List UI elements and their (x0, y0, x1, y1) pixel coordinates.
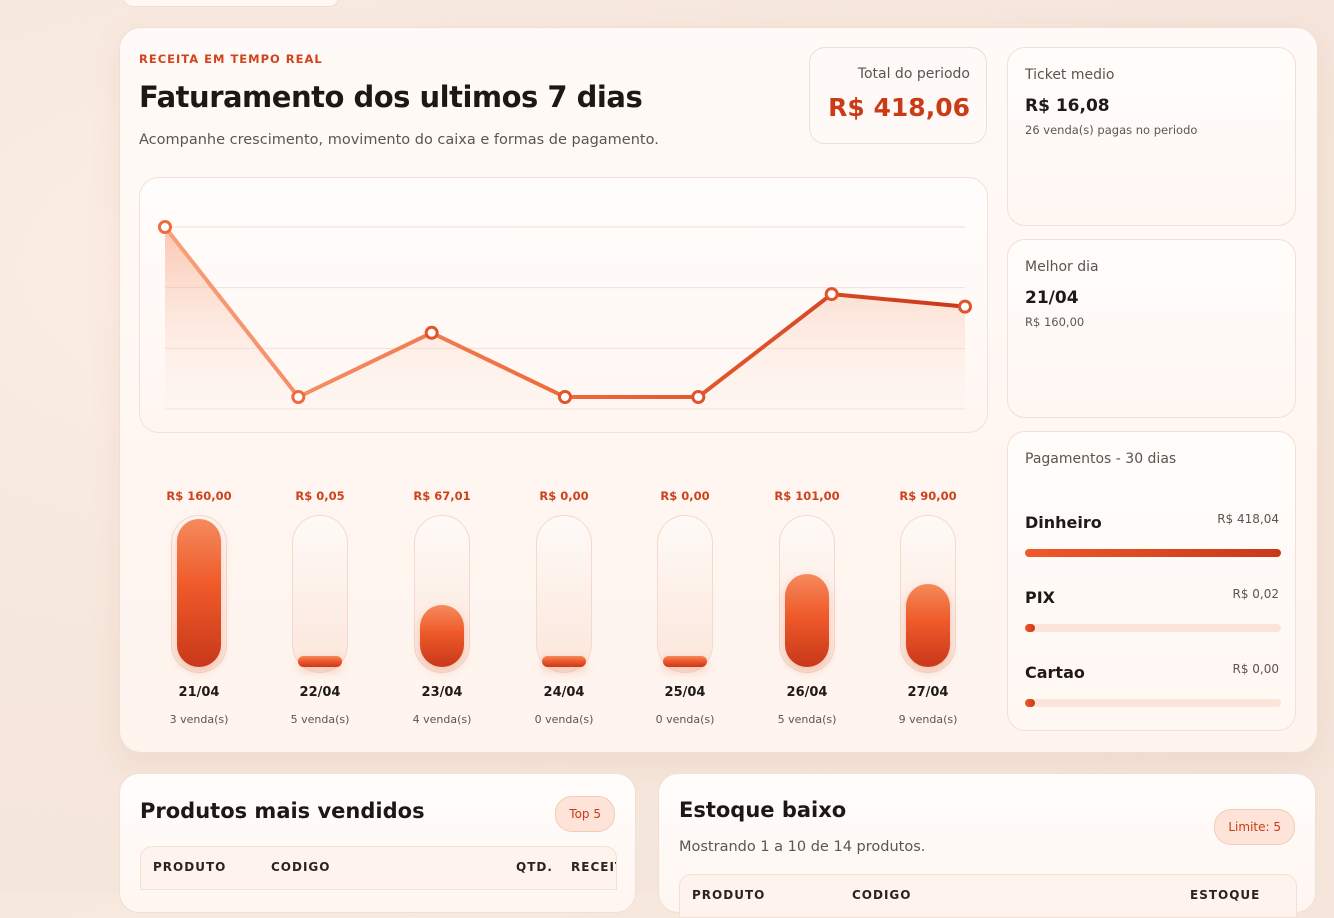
payment-amount: R$ 0,02 (1232, 587, 1279, 601)
bar-fill (663, 656, 707, 667)
line-chart-svg (158, 220, 972, 410)
day-value: R$ 67,01 (413, 489, 471, 503)
ticket-label: Ticket medio (1025, 67, 1115, 83)
bar-track (171, 515, 227, 673)
total-value: R$ 418,06 (828, 93, 970, 122)
payment-fill (1025, 549, 1281, 557)
top-badge: Top 5 (555, 796, 615, 832)
bar-fill (542, 656, 586, 667)
best-day-value: 21/04 (1025, 288, 1079, 308)
day-date: 24/04 (543, 685, 585, 700)
bar-track (536, 515, 592, 673)
low-stock-card: Estoque baixo Limite: 5 Mostrando 1 a 10… (658, 773, 1316, 918)
data-point[interactable] (424, 325, 439, 340)
column-header[interactable]: CODIGO (852, 888, 912, 902)
payment-name: Dinheiro (1025, 513, 1102, 532)
page-subtitle: Acompanhe crescimento, movimento do caix… (139, 132, 659, 148)
payments-label: Pagamentos - 30 dias (1025, 451, 1177, 467)
top-products-title: Produtos mais vendidos (140, 799, 425, 823)
day-sales: 5 venda(s) (290, 713, 350, 726)
best-day-label: Melhor dia (1025, 259, 1099, 275)
bar-track (657, 515, 713, 673)
data-point[interactable] (824, 287, 839, 302)
total-period-card: Total do periodo R$ 418,06 (809, 47, 987, 144)
top-products-table-header: PRODUTO CODIGO QTD. RECEITA (140, 846, 617, 890)
bar-fill (785, 573, 829, 667)
day-date: 27/04 (907, 685, 949, 700)
day-value: R$ 160,00 (166, 489, 232, 503)
payment-track (1025, 549, 1281, 557)
day-value: R$ 0,00 (539, 489, 589, 503)
revenue-line-chart (139, 177, 988, 433)
data-point[interactable] (158, 220, 172, 234)
page-title: Faturamento dos ultimos 7 dias (139, 80, 643, 114)
limit-badge: Limite: 5 (1214, 809, 1295, 845)
column-header[interactable]: ESTOQUE (1190, 888, 1261, 902)
column-header[interactable]: PRODUTO (153, 860, 227, 874)
low-stock-table-header: PRODUTO CODIGO ESTOQUE (679, 874, 1297, 918)
total-label: Total do periodo (857, 66, 970, 82)
bar-fill (420, 605, 464, 667)
bar-fill (906, 583, 950, 667)
top-products-card: Produtos mais vendidos Top 5 PRODUTO COD… (119, 773, 636, 913)
payment-amount: R$ 0,00 (1232, 662, 1279, 676)
day-sales: 3 venda(s) (169, 713, 229, 726)
low-stock-title: Estoque baixo (679, 798, 847, 822)
payment-amount: R$ 418,04 (1217, 512, 1279, 526)
column-header[interactable]: QTD. (516, 860, 553, 874)
day-sales: 5 venda(s) (777, 713, 837, 726)
data-point[interactable] (691, 390, 706, 404)
bar-track (292, 515, 348, 673)
ticket-value: R$ 16,08 (1025, 96, 1110, 116)
section-eyebrow: RECEITA EM TEMPO REAL (139, 52, 323, 66)
daily-bars: R$ 160,00 21/04 3 venda(s) R$ 0,05 22/04… (139, 480, 988, 730)
day-date: 23/04 (421, 685, 463, 700)
payment-name: PIX (1025, 588, 1056, 607)
low-stock-desc: Mostrando 1 a 10 de 14 produtos. (679, 839, 926, 855)
bar-fill (177, 519, 221, 667)
column-header[interactable]: CODIGO (271, 860, 331, 874)
day-date: 22/04 (299, 685, 341, 700)
payment-fill (1025, 624, 1035, 632)
day-sales: 0 venda(s) (534, 713, 594, 726)
data-point[interactable] (558, 390, 572, 404)
revenue-area (165, 227, 965, 409)
day-date: 25/04 (664, 685, 706, 700)
data-point[interactable] (291, 390, 306, 404)
bar-track (900, 515, 956, 673)
column-header[interactable]: RECEITA (571, 860, 616, 874)
day-value: R$ 90,00 (899, 489, 957, 503)
payments-card: Pagamentos - 30 dias Dinheiro R$ 418,04 … (1007, 431, 1296, 731)
best-day-sub: R$ 160,00 (1025, 315, 1085, 329)
day-value: R$ 0,05 (295, 489, 345, 503)
bar-track (414, 515, 470, 673)
data-point[interactable] (958, 299, 972, 314)
day-value: R$ 0,00 (660, 489, 710, 503)
payment-name: Cartao (1025, 663, 1085, 682)
previous-card-edge (123, 0, 339, 7)
day-sales: 4 venda(s) (412, 713, 472, 726)
day-date: 21/04 (178, 685, 220, 700)
best-day-card: Melhor dia 21/04 R$ 160,00 (1007, 239, 1296, 418)
day-value: R$ 101,00 (774, 489, 840, 503)
bar-track (779, 515, 835, 673)
bar-fill (298, 656, 342, 667)
payment-track (1025, 699, 1281, 707)
ticket-sub: 26 venda(s) pagas no periodo (1025, 123, 1198, 137)
ticket-medio-card: Ticket medio R$ 16,08 26 venda(s) pagas … (1007, 47, 1296, 226)
day-sales: 9 venda(s) (898, 713, 958, 726)
day-date: 26/04 (786, 685, 828, 700)
payment-fill (1025, 699, 1035, 707)
payment-track (1025, 624, 1281, 632)
column-header[interactable]: PRODUTO (692, 888, 766, 902)
day-sales: 0 venda(s) (655, 713, 715, 726)
